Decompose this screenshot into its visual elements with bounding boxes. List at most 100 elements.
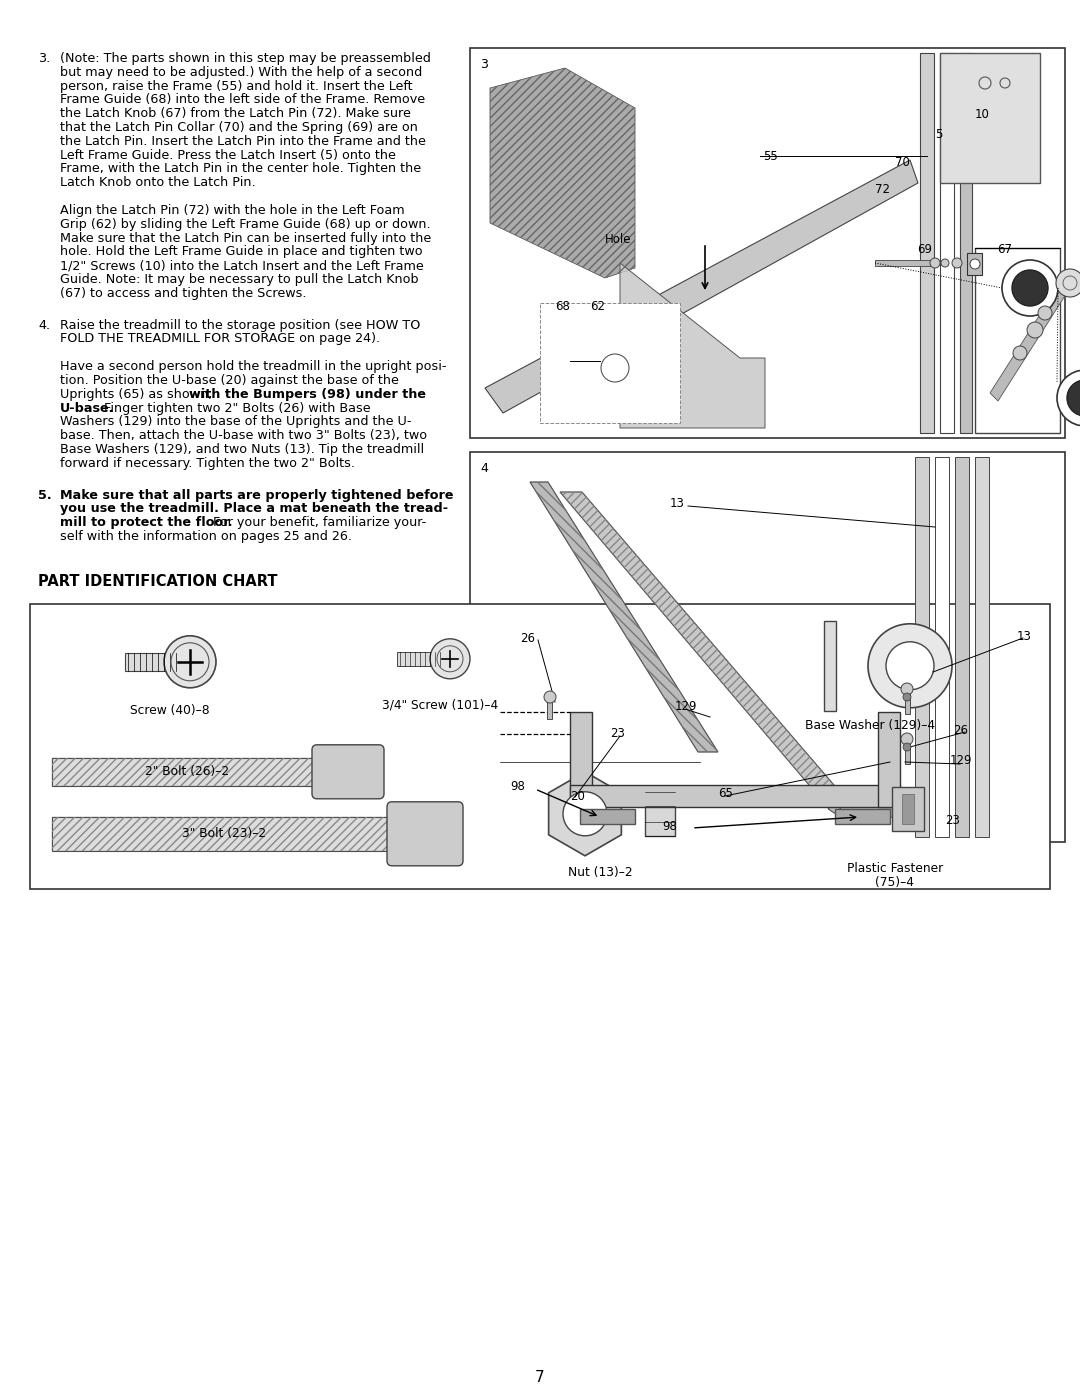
Text: 3: 3 xyxy=(480,59,488,71)
Bar xyxy=(645,792,675,835)
Polygon shape xyxy=(620,263,765,427)
Text: Hole: Hole xyxy=(605,233,632,246)
Text: Screw (40)–8: Screw (40)–8 xyxy=(131,704,210,717)
Text: U-base.: U-base. xyxy=(60,401,114,415)
Text: 3.: 3. xyxy=(38,52,51,66)
Text: 98: 98 xyxy=(510,780,525,793)
Text: Frame Guide (68) into the left side of the Frame. Remove: Frame Guide (68) into the left side of t… xyxy=(60,94,426,106)
Text: 129: 129 xyxy=(950,754,972,767)
Text: 26: 26 xyxy=(953,724,968,738)
Bar xyxy=(905,689,910,714)
Circle shape xyxy=(430,638,470,679)
Text: 23: 23 xyxy=(945,814,960,827)
Text: Nut (13)–2: Nut (13)–2 xyxy=(568,866,632,879)
Bar xyxy=(920,53,934,433)
Bar xyxy=(397,652,445,666)
Text: mill to protect the floor.: mill to protect the floor. xyxy=(60,517,232,529)
Text: Uprights (65) as shown,: Uprights (65) as shown, xyxy=(60,388,216,401)
Text: PART IDENTIFICATION CHART: PART IDENTIFICATION CHART xyxy=(38,574,278,588)
Bar xyxy=(30,604,1050,888)
Bar xyxy=(125,652,185,671)
FancyBboxPatch shape xyxy=(387,802,463,866)
Circle shape xyxy=(1002,260,1058,316)
Bar xyxy=(940,53,1040,183)
Circle shape xyxy=(970,258,980,270)
Circle shape xyxy=(886,641,934,690)
Text: 4.: 4. xyxy=(38,319,50,331)
Text: (Note: The parts shown in this step may be preassembled: (Note: The parts shown in this step may … xyxy=(60,52,431,66)
Text: 70: 70 xyxy=(895,156,909,169)
Text: 98: 98 xyxy=(662,820,677,833)
Text: 26: 26 xyxy=(519,631,535,645)
Text: 4: 4 xyxy=(480,462,488,475)
Circle shape xyxy=(903,693,912,701)
Polygon shape xyxy=(990,284,1068,401)
Polygon shape xyxy=(549,771,621,856)
Text: 2" Bolt (26)–2: 2" Bolt (26)–2 xyxy=(145,766,229,778)
Text: 72: 72 xyxy=(875,183,890,196)
Text: Left Frame Guide. Press the Latch Insert (5) onto the: Left Frame Guide. Press the Latch Insert… xyxy=(60,148,396,162)
Text: Finger tighten two 2" Bolts (26) with Base: Finger tighten two 2" Bolts (26) with Ba… xyxy=(100,401,370,415)
Text: 69: 69 xyxy=(917,243,932,256)
Bar xyxy=(52,757,322,785)
Text: 1/2" Screws (10) into the Latch Insert and the Left Frame: 1/2" Screws (10) into the Latch Insert a… xyxy=(60,260,423,272)
Text: Plastic Fastener: Plastic Fastener xyxy=(847,862,943,875)
Bar xyxy=(835,809,890,824)
Text: FOLD THE TREADMILL FOR STORAGE on page 24).: FOLD THE TREADMILL FOR STORAGE on page 2… xyxy=(60,332,380,345)
Bar xyxy=(824,620,836,711)
Polygon shape xyxy=(828,800,840,817)
Bar xyxy=(902,793,914,824)
Polygon shape xyxy=(530,482,718,752)
Circle shape xyxy=(1067,380,1080,416)
Text: Grip (62) by sliding the Left Frame Guide (68) up or down.: Grip (62) by sliding the Left Frame Guid… xyxy=(60,218,431,231)
Polygon shape xyxy=(485,161,918,414)
Text: Guide. Note: It may be necessary to pull the Latch Knob: Guide. Note: It may be necessary to pull… xyxy=(60,272,419,286)
Bar xyxy=(967,253,982,275)
Bar xyxy=(940,53,954,433)
Text: Make sure that all parts are properly tightened before: Make sure that all parts are properly ti… xyxy=(60,489,454,502)
Text: person, raise the Frame (55) and hold it. Insert the Left: person, raise the Frame (55) and hold it… xyxy=(60,80,413,92)
Text: 23: 23 xyxy=(610,726,625,740)
Text: but may need to be adjusted.) With the help of a second: but may need to be adjusted.) With the h… xyxy=(60,66,422,78)
Text: 68: 68 xyxy=(555,300,570,313)
Circle shape xyxy=(951,258,962,268)
Circle shape xyxy=(563,792,607,835)
Text: For your benefit, familiarize your-: For your benefit, familiarize your- xyxy=(208,517,426,529)
Text: Base Washer (129)–4: Base Washer (129)–4 xyxy=(805,719,935,732)
Polygon shape xyxy=(490,68,635,278)
Bar xyxy=(878,712,900,807)
Text: tion. Position the U-base (20) against the base of the: tion. Position the U-base (20) against t… xyxy=(60,374,399,387)
Text: 5: 5 xyxy=(935,129,943,141)
Circle shape xyxy=(941,258,949,267)
Text: that the Latch Pin Collar (70) and the Spring (69) are on: that the Latch Pin Collar (70) and the S… xyxy=(60,122,418,134)
Text: 13: 13 xyxy=(1017,630,1031,643)
Circle shape xyxy=(930,258,940,268)
Text: 55: 55 xyxy=(762,149,778,163)
Text: 3/4" Screw (101)–4: 3/4" Screw (101)–4 xyxy=(382,698,498,712)
Text: you use the treadmill. Place a mat beneath the tread-: you use the treadmill. Place a mat benea… xyxy=(60,503,448,515)
Polygon shape xyxy=(561,492,840,792)
Text: hole. Hold the Left Frame Guide in place and tighten two: hole. Hold the Left Frame Guide in place… xyxy=(60,246,422,258)
Bar xyxy=(975,249,1059,433)
Bar xyxy=(470,47,1065,439)
Bar xyxy=(580,809,635,824)
Bar xyxy=(52,817,397,851)
Text: 67: 67 xyxy=(997,243,1012,256)
Circle shape xyxy=(544,692,556,703)
Bar xyxy=(960,53,972,433)
Text: 20: 20 xyxy=(570,789,585,803)
Bar xyxy=(840,800,892,817)
Bar xyxy=(915,457,929,837)
Text: with the Bumpers (98) under the: with the Bumpers (98) under the xyxy=(189,388,427,401)
Bar xyxy=(540,303,680,423)
Bar xyxy=(546,697,552,719)
Text: 3" Bolt (23)–2: 3" Bolt (23)–2 xyxy=(181,827,266,841)
Text: 5.: 5. xyxy=(38,489,52,502)
Text: Have a second person hold the treadmill in the upright posi-: Have a second person hold the treadmill … xyxy=(60,360,446,373)
Text: Raise the treadmill to the storage position (see HOW TO: Raise the treadmill to the storage posit… xyxy=(60,319,420,331)
Bar xyxy=(905,739,910,764)
Text: 65: 65 xyxy=(718,787,733,800)
Text: the Latch Pin. Insert the Latch Pin into the Frame and the: the Latch Pin. Insert the Latch Pin into… xyxy=(60,134,426,148)
Text: 10: 10 xyxy=(975,108,990,122)
Text: self with the information on pages 25 and 26.: self with the information on pages 25 an… xyxy=(60,529,352,543)
